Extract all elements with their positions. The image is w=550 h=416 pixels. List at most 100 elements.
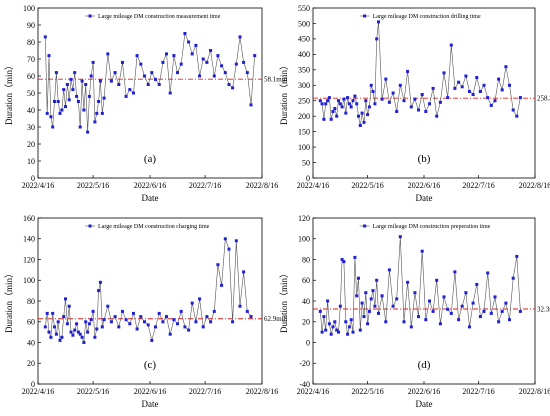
x-tick-label: 2022/5/16 <box>351 387 383 396</box>
data-point <box>113 71 117 75</box>
data-point <box>135 327 139 331</box>
x-tick-label: 2022/6/16 <box>134 181 166 190</box>
data-point <box>500 309 504 313</box>
data-point <box>329 117 333 121</box>
data-point <box>84 320 88 324</box>
data-point <box>326 99 330 103</box>
x-tick-label: 2022/6/16 <box>408 387 440 396</box>
data-point <box>223 237 227 241</box>
data-point <box>109 320 113 324</box>
legend-marker <box>88 14 92 18</box>
data-point <box>357 114 360 118</box>
data-point <box>320 102 324 106</box>
data-point <box>47 54 51 58</box>
x-tick-label: 2022/5/16 <box>351 181 383 190</box>
data-point <box>398 83 402 87</box>
data-point <box>478 90 482 93</box>
y-tick-label: 60 <box>27 318 35 327</box>
data-point <box>60 335 64 339</box>
data-point <box>227 83 231 86</box>
data-point <box>128 322 132 326</box>
data-point <box>62 88 66 92</box>
data-point <box>486 96 490 100</box>
data-point <box>231 320 235 324</box>
data-point <box>71 333 75 337</box>
data-point <box>324 328 328 332</box>
data-point <box>245 71 249 75</box>
data-point <box>435 114 439 118</box>
data-point <box>518 309 522 313</box>
x-tick-label: 2022/4/16 <box>22 387 54 396</box>
data-point <box>395 110 399 113</box>
data-point <box>198 74 202 78</box>
data-point <box>409 325 413 329</box>
data-point <box>347 325 351 329</box>
data-point <box>373 304 377 308</box>
x-tick-label: 2022/7/16 <box>462 387 494 396</box>
y-tick-label: 10 <box>27 157 35 166</box>
data-point <box>497 320 501 324</box>
data-point <box>355 102 359 106</box>
data-point <box>100 325 104 329</box>
x-tick-label: 2022/4/16 <box>22 181 54 190</box>
panel-label: (d) <box>418 359 431 371</box>
data-point <box>375 37 379 41</box>
data-point <box>377 20 380 24</box>
data-point <box>69 330 73 334</box>
y-tick-label: 20 <box>302 318 310 327</box>
data-point <box>183 32 187 35</box>
data-point <box>71 88 75 92</box>
data-point <box>53 100 56 103</box>
data-point <box>73 71 77 75</box>
data-point <box>128 88 132 92</box>
data-point <box>56 320 60 324</box>
data-point <box>515 254 519 258</box>
data-point <box>75 322 79 326</box>
y-tick-label: 40 <box>302 297 310 306</box>
data-point <box>518 96 522 100</box>
data-point <box>449 311 453 315</box>
data-point <box>442 295 446 299</box>
data-point <box>100 111 104 115</box>
data-point <box>102 96 106 100</box>
data-point <box>54 71 58 75</box>
data-point <box>438 322 442 326</box>
data-point <box>150 338 154 342</box>
data-point <box>468 90 471 93</box>
data-point <box>117 325 121 329</box>
data-point <box>371 289 375 293</box>
data-point <box>387 100 391 104</box>
data-point <box>318 309 322 313</box>
data-point <box>340 258 344 261</box>
data-point <box>64 105 67 109</box>
data-point <box>384 77 388 81</box>
data-point <box>406 280 410 284</box>
y-tick-label: 70 <box>27 55 35 64</box>
y-tick-label: 30 <box>27 123 35 132</box>
data-point <box>402 320 406 324</box>
y-tick-label: 350 <box>298 66 310 75</box>
data-point <box>97 100 101 103</box>
data-point <box>93 120 97 124</box>
data-point <box>201 325 205 329</box>
data-point <box>95 111 99 115</box>
y-tick-label: 150 <box>298 127 310 136</box>
data-point <box>216 263 220 267</box>
data-point <box>51 125 55 129</box>
x-tick-label: 2022/5/16 <box>77 181 109 190</box>
data-point <box>234 239 238 243</box>
data-point <box>198 297 202 301</box>
data-point <box>318 99 322 103</box>
x-tick-label: 2022/4/16 <box>297 181 329 190</box>
x-tick-label: 2022/5/16 <box>77 387 109 396</box>
data-point <box>157 83 161 86</box>
x-tick-label: 2022/4/16 <box>297 387 329 396</box>
data-point <box>87 322 91 326</box>
data-point <box>95 327 99 331</box>
data-point <box>82 108 86 112</box>
data-point <box>106 304 110 308</box>
data-point <box>98 79 102 83</box>
data-point <box>460 85 464 89</box>
series-line <box>320 21 521 126</box>
data-point <box>349 318 353 322</box>
